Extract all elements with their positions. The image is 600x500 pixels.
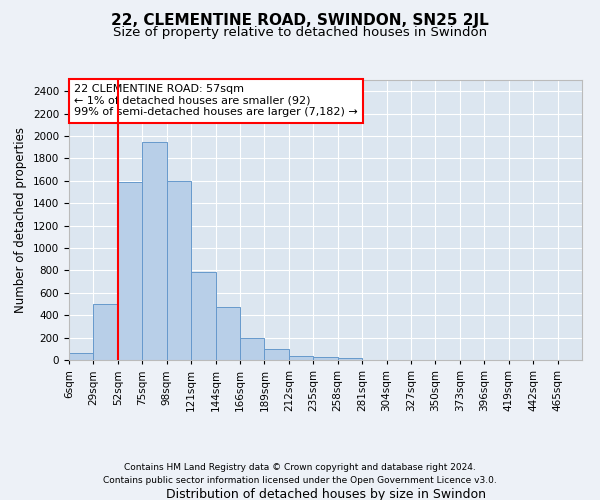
Bar (167, 181, 191, 360)
Bar (118, 182, 142, 360)
Text: 22 CLEMENTINE ROAD: 57sqm
← 1% of detached houses are smaller (92)
99% of semi-d: 22 CLEMENTINE ROAD: 57sqm ← 1% of detach… (74, 84, 358, 117)
Text: Contains HM Land Registry data © Crown copyright and database right 2024.: Contains HM Land Registry data © Crown c… (124, 464, 476, 472)
Bar (94, 304, 118, 360)
Bar (191, 272, 215, 360)
Bar (265, 350, 289, 360)
Text: 22, CLEMENTINE ROAD, SWINDON, SN25 2JL: 22, CLEMENTINE ROAD, SWINDON, SN25 2JL (111, 12, 489, 28)
Bar (313, 357, 338, 360)
Y-axis label: Number of detached properties: Number of detached properties (14, 127, 28, 313)
Bar (69, 354, 94, 360)
Bar (142, 142, 167, 360)
Bar (338, 358, 362, 360)
X-axis label: Distribution of detached houses by size in Swindon: Distribution of detached houses by size … (166, 488, 485, 500)
Bar (215, 308, 240, 360)
Bar (240, 338, 265, 360)
Text: Contains public sector information licensed under the Open Government Licence v3: Contains public sector information licen… (103, 476, 497, 485)
Text: Size of property relative to detached houses in Swindon: Size of property relative to detached ho… (113, 26, 487, 39)
Bar (289, 356, 313, 360)
